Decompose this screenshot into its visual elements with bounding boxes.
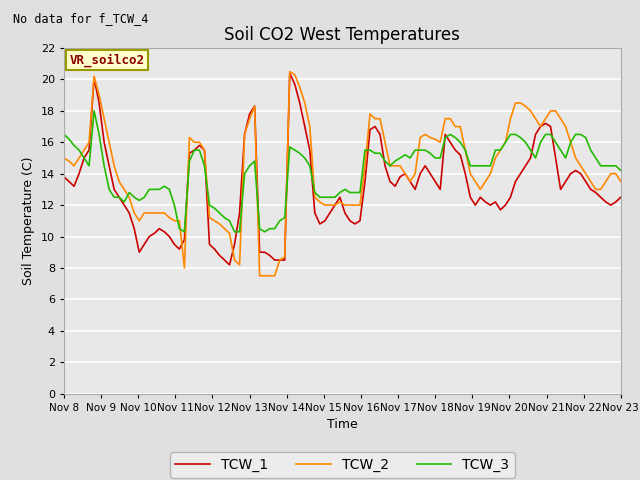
TCW_1: [60, 174, 68, 180]
TCW_2: [381, 139, 389, 145]
TCW_3: [617, 168, 625, 173]
Legend: TCW_1, TCW_2, TCW_3: TCW_1, TCW_2, TCW_3: [170, 452, 515, 478]
TCW_1: [502, 202, 509, 208]
TCW_3: [60, 132, 68, 137]
TCW_3: [447, 132, 454, 137]
TCW_3: [472, 163, 479, 168]
Line: TCW_3: TCW_3: [64, 111, 621, 232]
TCW_3: [266, 226, 273, 231]
TCW_1: [226, 262, 234, 268]
Y-axis label: Soil Temperature (C): Soil Temperature (C): [22, 156, 35, 285]
Text: No data for f_TCW_4: No data for f_TCW_4: [13, 12, 148, 25]
TCW_3: [502, 139, 509, 145]
TCW_3: [90, 108, 98, 114]
TCW_2: [256, 273, 264, 279]
TCW_1: [381, 163, 389, 168]
TCW_3: [381, 158, 389, 164]
TCW_1: [472, 202, 479, 208]
TCW_1: [447, 139, 454, 145]
Title: Soil CO2 West Temperatures: Soil CO2 West Temperatures: [225, 25, 460, 44]
TCW_1: [286, 70, 294, 76]
TCW_2: [502, 139, 509, 145]
Line: TCW_2: TCW_2: [64, 72, 621, 276]
Line: TCW_1: TCW_1: [64, 73, 621, 265]
TCW_2: [617, 179, 625, 184]
TCW_2: [607, 171, 614, 177]
Text: VR_soilco2: VR_soilco2: [70, 53, 145, 67]
TCW_1: [607, 202, 614, 208]
TCW_3: [180, 229, 188, 235]
TCW_2: [447, 116, 454, 121]
TCW_2: [472, 179, 479, 184]
TCW_1: [261, 249, 269, 255]
TCW_3: [607, 163, 614, 168]
X-axis label: Time: Time: [327, 418, 358, 431]
TCW_2: [286, 69, 294, 74]
TCW_2: [261, 273, 269, 279]
TCW_2: [60, 155, 68, 161]
TCW_1: [617, 194, 625, 200]
